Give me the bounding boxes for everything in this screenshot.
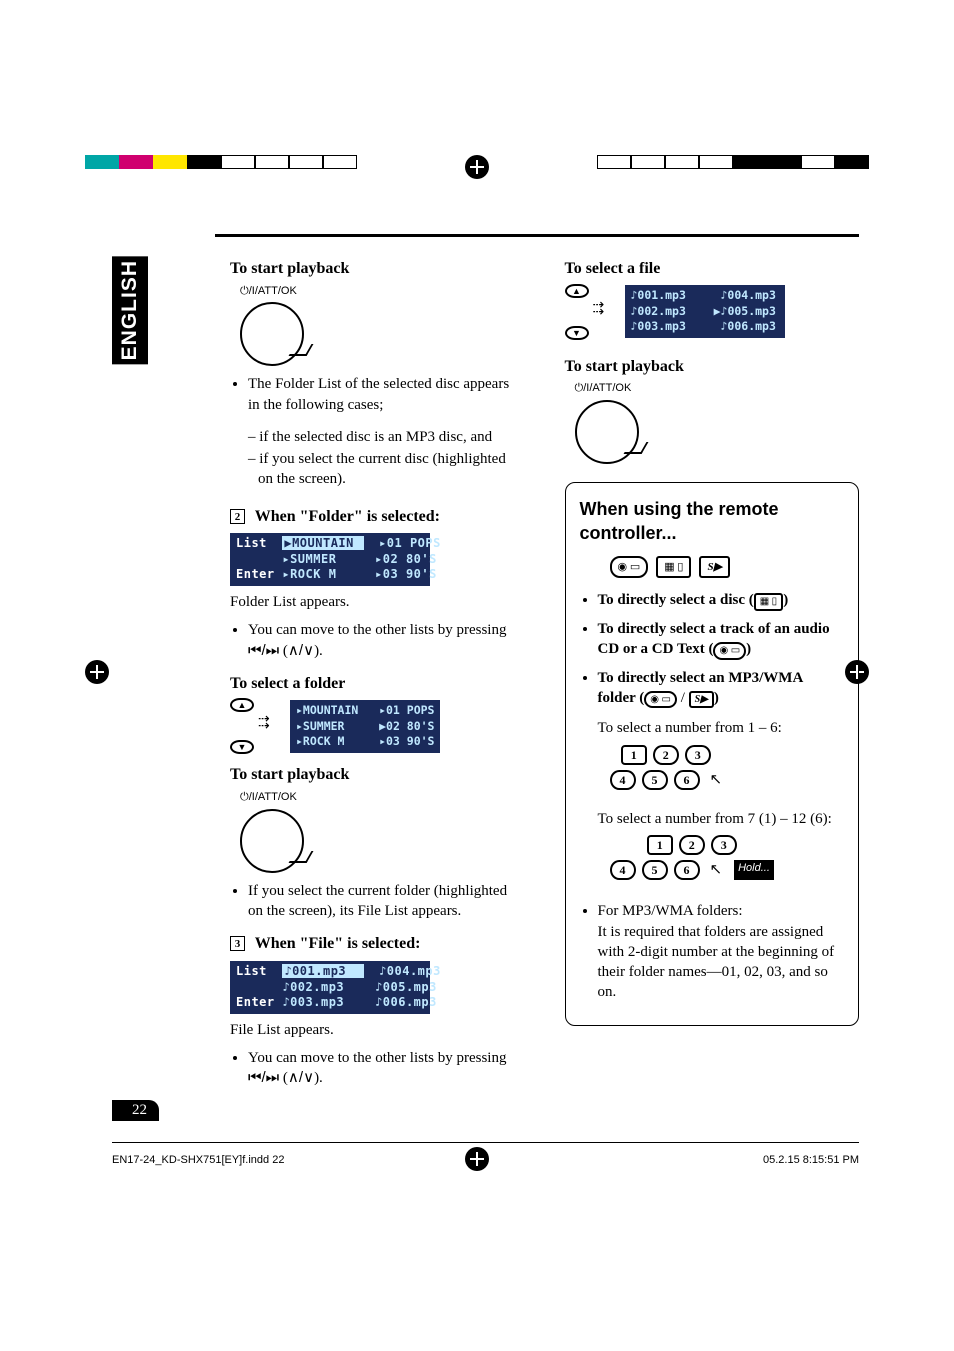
knob-icon <box>240 302 304 366</box>
language-tab: ENGLISH <box>112 256 148 364</box>
footer-date: 05.2.15 8:15:51 PM <box>763 1154 859 1166</box>
heading-select-folder: To select a folder <box>230 673 525 695</box>
skip-icon: ⏮/⏭ <box>248 1069 279 1086</box>
bullet-text: If you select the current folder (highli… <box>248 881 525 922</box>
header-rule <box>215 234 859 237</box>
num-button: 5 <box>642 770 668 790</box>
bullet-text: The Folder List of the selected disc app… <box>248 374 525 415</box>
skip-icon: ⏮/⏭ <box>248 642 279 659</box>
knob-label: ⏻/I/ATT/OK <box>575 381 860 396</box>
num-button: 3 <box>685 745 711 765</box>
remote-line: To select a number from 1 – 6: <box>598 718 845 738</box>
dash-text: – if you select the current disc (highli… <box>258 449 525 490</box>
num-button: 4 <box>610 860 636 880</box>
lcd-file-select: ♪001.mp3 ♪004.mp3 ♪002.mp3 ▶♪005.mp3 ♪00… <box>625 285 785 338</box>
lcd-folder-list: List ▶MOUNTAIN ▸01 POPS ▸SUMMER ▸02 80'S… <box>230 533 430 586</box>
remote-line: To select a number from 7 (1) – 12 (6): <box>598 809 845 829</box>
footer-file: EN17-24_KD-SHX751[EY]f.indd 22 <box>112 1154 284 1166</box>
num-button: 2 <box>679 835 705 855</box>
bullet-text: You can move to the other lists by press… <box>248 620 525 661</box>
num-button: 2 <box>653 745 679 765</box>
crosshair-icon <box>465 155 489 179</box>
remote-title: When using the remote controller... <box>580 497 845 546</box>
knob-label: ⏻/I/ATT/OK <box>240 790 525 805</box>
up-down-buttons-icon: ⇢⇢ <box>565 284 615 340</box>
heading-select-file: To select a file <box>565 258 860 280</box>
crosshair-icon <box>465 1147 489 1171</box>
crosshair-icon <box>85 660 109 684</box>
remote-disc-icon: ◉ ▭ <box>644 691 677 709</box>
remote-footnote: For MP3/WMA folders: It is required that… <box>598 901 845 1002</box>
step-number: 3 <box>230 936 245 951</box>
knob-label: ⏻/I/ATT/OK <box>240 284 525 299</box>
heading-start-playback-2: To start playback <box>230 764 525 786</box>
heading-start-playback-1: To start playback <box>230 258 525 280</box>
footer-rule <box>112 1142 859 1143</box>
remote-sd-icon: S▶ <box>699 556 730 579</box>
num-button: 1 <box>621 745 647 765</box>
num-button: 5 <box>642 860 668 880</box>
remote-bullet: To directly select a track of an audio C… <box>598 619 845 660</box>
hold-label: Hold... <box>734 860 774 880</box>
step-number: 2 <box>230 509 245 524</box>
num-button: 6 <box>674 770 700 790</box>
print-bars-left <box>85 155 357 169</box>
right-column: To select a file ⇢⇢ ♪001.mp3 ♪004.mp3 ♪0… <box>565 258 860 1100</box>
lcd-folder-select: ▸MOUNTAIN ▸01 POPS ▸SUMMER ▶02 80'S ▸ROC… <box>290 700 440 753</box>
up-down-buttons-icon: ⇢⇢ <box>230 698 280 754</box>
dash-text: – if the selected disc is an MP3 disc, a… <box>258 427 525 447</box>
num-button: 4 <box>610 770 636 790</box>
step-title: When "Folder" is selected: <box>255 508 440 525</box>
remote-disc-icon: ◉ ▭ <box>610 556 649 579</box>
knob-icon <box>575 400 639 464</box>
remote-controller-box: When using the remote controller... ◉ ▭ … <box>565 482 860 1026</box>
updown-icon: ∧/∨ <box>288 642 314 659</box>
left-column: To start playback ⏻/I/ATT/OK The Folder … <box>230 258 525 1100</box>
lcd-file-list: List ♪001.mp3 ♪004.mp3 ♪002.mp3 ♪005.mp3… <box>230 961 430 1014</box>
num-button: 1 <box>647 835 673 855</box>
caption: File List appears. <box>230 1020 525 1040</box>
step-title: When "File" is selected: <box>255 935 421 952</box>
knob-icon <box>240 809 304 873</box>
remote-disc-icon: ◉ ▭ <box>713 642 746 660</box>
remote-sd-icon: S▶ <box>689 691 714 709</box>
caption: Folder List appears. <box>230 592 525 612</box>
remote-disc2-icon: ▦ ▯ <box>656 556 691 579</box>
page-number: 22 <box>112 1100 159 1121</box>
bullet-text: You can move to the other lists by press… <box>248 1048 525 1089</box>
heading-start-playback-3: To start playback <box>565 356 860 378</box>
print-bars-right <box>597 155 869 169</box>
remote-bullet: To directly select a disc (▦ ▯) <box>598 590 845 611</box>
numpad-2: 1 2 3 4 5 6 ↖Hold... <box>610 835 774 885</box>
remote-bullet: To directly select an MP3/WMA folder (◉ … <box>598 668 845 709</box>
numpad-1: 1 2 3 4 5 6 ↖ <box>610 745 723 795</box>
updown-icon: ∧/∨ <box>288 1069 314 1086</box>
remote-disc2-icon: ▦ ▯ <box>754 593 783 611</box>
num-button: 3 <box>711 835 737 855</box>
num-button: 6 <box>674 860 700 880</box>
